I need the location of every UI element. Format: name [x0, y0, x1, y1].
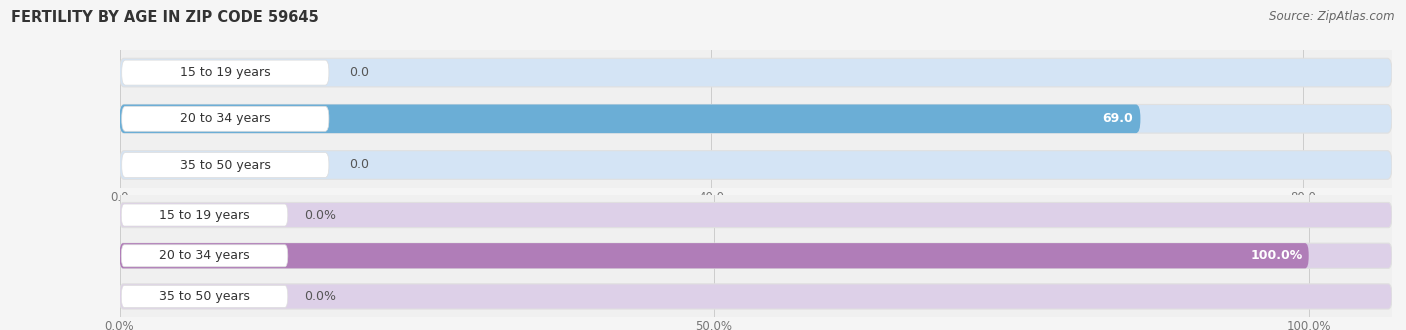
- Text: 100.0%: 100.0%: [1250, 249, 1303, 262]
- Text: 35 to 50 years: 35 to 50 years: [159, 290, 250, 303]
- Text: 15 to 19 years: 15 to 19 years: [180, 66, 270, 79]
- FancyBboxPatch shape: [122, 60, 329, 85]
- Text: 0.0: 0.0: [349, 158, 368, 172]
- Text: FERTILITY BY AGE IN ZIP CODE 59645: FERTILITY BY AGE IN ZIP CODE 59645: [11, 10, 319, 25]
- FancyBboxPatch shape: [122, 152, 329, 178]
- FancyBboxPatch shape: [121, 204, 288, 226]
- FancyBboxPatch shape: [120, 202, 1392, 228]
- FancyBboxPatch shape: [121, 245, 288, 267]
- FancyBboxPatch shape: [120, 243, 1309, 268]
- Text: 35 to 50 years: 35 to 50 years: [180, 158, 271, 172]
- FancyBboxPatch shape: [122, 106, 329, 131]
- FancyBboxPatch shape: [121, 285, 288, 308]
- Text: 0.0%: 0.0%: [304, 209, 336, 221]
- Text: 15 to 19 years: 15 to 19 years: [159, 209, 250, 221]
- FancyBboxPatch shape: [120, 105, 1392, 133]
- FancyBboxPatch shape: [120, 151, 1392, 179]
- Text: 69.0: 69.0: [1102, 112, 1133, 125]
- FancyBboxPatch shape: [120, 243, 1392, 268]
- FancyBboxPatch shape: [120, 284, 1392, 309]
- FancyBboxPatch shape: [120, 58, 1392, 87]
- FancyBboxPatch shape: [120, 105, 1140, 133]
- Text: 20 to 34 years: 20 to 34 years: [159, 249, 250, 262]
- Text: 0.0%: 0.0%: [304, 290, 336, 303]
- Text: 0.0: 0.0: [349, 66, 368, 79]
- Text: 20 to 34 years: 20 to 34 years: [180, 112, 270, 125]
- Text: Source: ZipAtlas.com: Source: ZipAtlas.com: [1270, 10, 1395, 23]
